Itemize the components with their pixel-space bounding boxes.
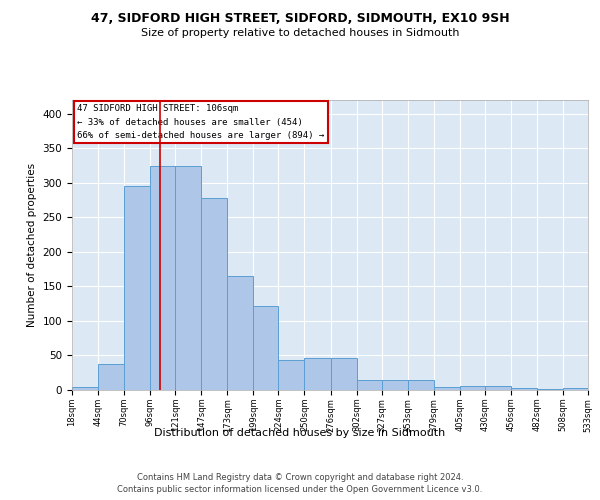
Bar [304, 358, 331, 390]
Bar [511, 388, 537, 390]
Bar [331, 358, 356, 390]
Bar [278, 360, 304, 390]
Text: 47, SIDFORD HIGH STREET, SIDFORD, SIDMOUTH, EX10 9SH: 47, SIDFORD HIGH STREET, SIDFORD, SIDMOU… [91, 12, 509, 26]
Bar [201, 198, 227, 390]
Bar [460, 386, 485, 390]
Bar [124, 186, 150, 390]
Bar [407, 380, 434, 390]
Bar [150, 166, 175, 390]
Bar [253, 306, 278, 390]
Bar [563, 388, 588, 390]
Bar [382, 380, 407, 390]
Bar [485, 386, 511, 390]
Bar [356, 380, 382, 390]
Text: 47 SIDFORD HIGH STREET: 106sqm
← 33% of detached houses are smaller (454)
66% of: 47 SIDFORD HIGH STREET: 106sqm ← 33% of … [77, 104, 325, 140]
Bar [98, 364, 124, 390]
Text: Contains HM Land Registry data © Crown copyright and database right 2024.: Contains HM Land Registry data © Crown c… [137, 472, 463, 482]
Y-axis label: Number of detached properties: Number of detached properties [27, 163, 37, 327]
Text: Size of property relative to detached houses in Sidmouth: Size of property relative to detached ho… [141, 28, 459, 38]
Bar [72, 387, 98, 390]
Text: Contains public sector information licensed under the Open Government Licence v3: Contains public sector information licen… [118, 485, 482, 494]
Text: Distribution of detached houses by size in Sidmouth: Distribution of detached houses by size … [154, 428, 446, 438]
Bar [227, 276, 253, 390]
Bar [175, 166, 201, 390]
Bar [434, 386, 460, 390]
